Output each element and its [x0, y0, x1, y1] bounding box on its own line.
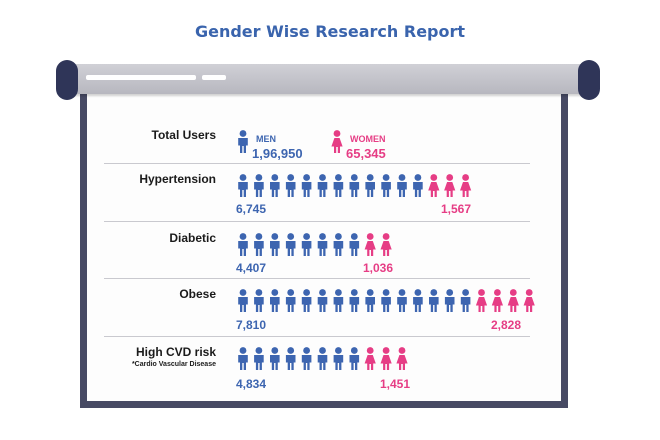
person-female-icon	[380, 347, 392, 370]
men-value-label: 6,745	[236, 202, 267, 216]
person-male-icon	[397, 174, 407, 197]
person-male-icon	[429, 289, 439, 312]
rail-highlight	[86, 75, 196, 80]
person-female-icon	[444, 174, 456, 197]
person-male-icon	[270, 174, 280, 197]
board-top-rail	[66, 64, 590, 94]
person-male-icon	[397, 289, 407, 312]
person-male-icon	[254, 289, 264, 312]
person-male-icon	[333, 174, 344, 197]
person-female-icon	[364, 347, 376, 370]
person-male-icon	[317, 233, 328, 256]
total-men-value: 1,96,950	[252, 146, 303, 161]
person-male-icon	[270, 347, 280, 370]
person-male-icon	[333, 233, 344, 256]
person-male-icon	[413, 174, 423, 197]
person-female-icon	[475, 289, 488, 312]
person-male-icon	[317, 174, 328, 197]
category-note: *Cardio Vascular Disease	[131, 361, 216, 368]
person-male-icon	[238, 174, 248, 197]
legend-women-label: WOMEN	[350, 134, 386, 144]
person-male-icon	[270, 233, 280, 256]
row-obese: Obese 7,810 2,828	[0, 287, 660, 347]
person-male-icon	[317, 289, 328, 312]
summary-row: Total Users MEN 1,96,950 WOMEN 65,345	[0, 128, 660, 188]
person-male-icon	[349, 233, 360, 256]
person-male-icon	[285, 174, 296, 197]
person-female-icon	[396, 347, 408, 370]
rail-right-cap	[578, 60, 600, 100]
person-male-icon	[285, 347, 296, 370]
icon-row-hypertension	[238, 174, 472, 197]
person-female-icon	[364, 233, 376, 256]
person-male-icon	[365, 174, 375, 197]
person-male-icon	[238, 130, 248, 153]
women-value-label: 1,451	[380, 377, 411, 391]
person-female-icon	[507, 289, 519, 312]
person-female-icon	[491, 289, 503, 312]
person-male-icon	[285, 289, 296, 312]
row-divider	[104, 278, 530, 279]
person-female-icon	[523, 289, 535, 312]
person-male-icon	[333, 347, 344, 370]
men-value-label: 7,810	[236, 318, 267, 332]
category-label: Hypertension	[139, 172, 216, 186]
person-male-icon	[238, 347, 248, 370]
person-female-icon	[380, 233, 392, 256]
person-male-icon	[349, 347, 360, 370]
icon-row-high-cvd-risk	[238, 347, 408, 370]
row-divider	[104, 336, 530, 337]
person-male-icon	[254, 347, 264, 370]
chart-title: Gender Wise Research Report	[194, 22, 466, 41]
men-value-label: 4,834	[236, 377, 267, 391]
person-male-icon	[349, 289, 360, 312]
category-label: Obese	[179, 287, 216, 301]
person-male-icon	[254, 233, 264, 256]
person-male-icon	[381, 174, 391, 197]
person-male-icon	[285, 233, 296, 256]
person-male-icon	[238, 233, 248, 256]
icon-row-obese	[238, 289, 535, 312]
rail-left-cap	[56, 60, 78, 100]
category-label: Diabetic	[169, 231, 216, 245]
row-high-cvd-risk: High CVD risk *Cardio Vascular Disease 4…	[0, 345, 660, 405]
row-diabetic: Diabetic 4,407 1,036	[0, 231, 660, 291]
total-women-value: 65,345	[346, 146, 386, 161]
row-divider	[104, 163, 530, 164]
person-male-icon	[254, 174, 264, 197]
person-male-icon	[413, 289, 423, 312]
person-male-icon	[365, 289, 375, 312]
person-male-icon	[460, 289, 471, 312]
person-female-icon	[460, 174, 472, 197]
person-male-icon	[349, 174, 360, 197]
person-male-icon	[301, 289, 312, 312]
person-male-icon	[301, 174, 312, 197]
person-male-icon	[444, 289, 455, 312]
icon-row-diabetic	[238, 233, 392, 256]
person-male-icon	[317, 347, 328, 370]
row-divider	[104, 221, 530, 222]
person-male-icon	[270, 289, 280, 312]
person-male-icon	[381, 289, 391, 312]
person-male-icon	[333, 289, 344, 312]
summary-icons	[238, 130, 343, 153]
person-male-icon	[301, 233, 312, 256]
men-value-label: 4,407	[236, 261, 267, 275]
category-label: High CVD risk	[135, 345, 216, 359]
person-male-icon	[301, 347, 312, 370]
summary-label: Total Users	[151, 128, 216, 142]
women-value-label: 1,036	[363, 261, 394, 275]
legend-men-label: MEN	[256, 134, 276, 144]
row-hypertension: Hypertension 6,745 1,567	[0, 172, 660, 232]
person-female-icon	[331, 130, 343, 153]
rail-highlight	[202, 75, 226, 80]
person-female-icon	[428, 174, 440, 197]
women-value-label: 2,828	[491, 318, 522, 332]
women-value-label: 1,567	[441, 202, 472, 216]
person-male-icon	[238, 289, 248, 312]
